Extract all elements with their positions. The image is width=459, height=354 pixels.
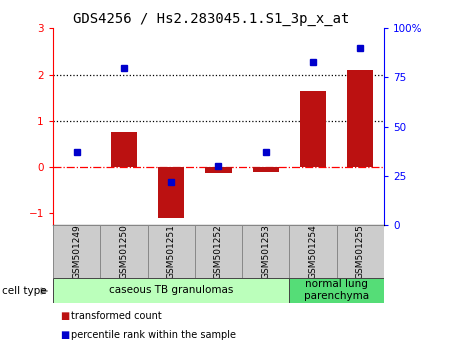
Bar <box>347 70 373 167</box>
Bar <box>111 132 137 167</box>
Text: GSM501253: GSM501253 <box>261 224 270 279</box>
Bar <box>241 225 289 278</box>
Bar <box>53 278 289 303</box>
Text: GSM501249: GSM501249 <box>72 224 81 279</box>
Bar <box>195 225 241 278</box>
Bar <box>289 278 383 303</box>
Bar <box>299 91 325 167</box>
Text: GSM501251: GSM501251 <box>166 224 175 279</box>
Text: GSM501254: GSM501254 <box>308 224 317 279</box>
Text: GSM501255: GSM501255 <box>355 224 364 279</box>
Text: percentile rank within the sample: percentile rank within the sample <box>71 330 236 340</box>
Bar <box>158 167 184 218</box>
Bar <box>147 225 195 278</box>
Text: caseous TB granulomas: caseous TB granulomas <box>109 285 233 295</box>
Text: GDS4256 / Hs2.283045.1.S1_3p_x_at: GDS4256 / Hs2.283045.1.S1_3p_x_at <box>73 12 349 27</box>
Bar <box>252 167 278 172</box>
Bar <box>336 225 383 278</box>
Text: ■: ■ <box>60 311 69 321</box>
Text: normal lung
parenchyma: normal lung parenchyma <box>303 279 369 301</box>
Text: ■: ■ <box>60 330 69 340</box>
Bar <box>100 225 147 278</box>
Bar <box>53 225 100 278</box>
Text: cell type: cell type <box>2 286 47 296</box>
Bar <box>289 225 336 278</box>
Text: GSM501250: GSM501250 <box>119 224 128 279</box>
Text: GSM501252: GSM501252 <box>213 224 223 279</box>
Bar <box>205 167 231 172</box>
Text: transformed count: transformed count <box>71 311 162 321</box>
